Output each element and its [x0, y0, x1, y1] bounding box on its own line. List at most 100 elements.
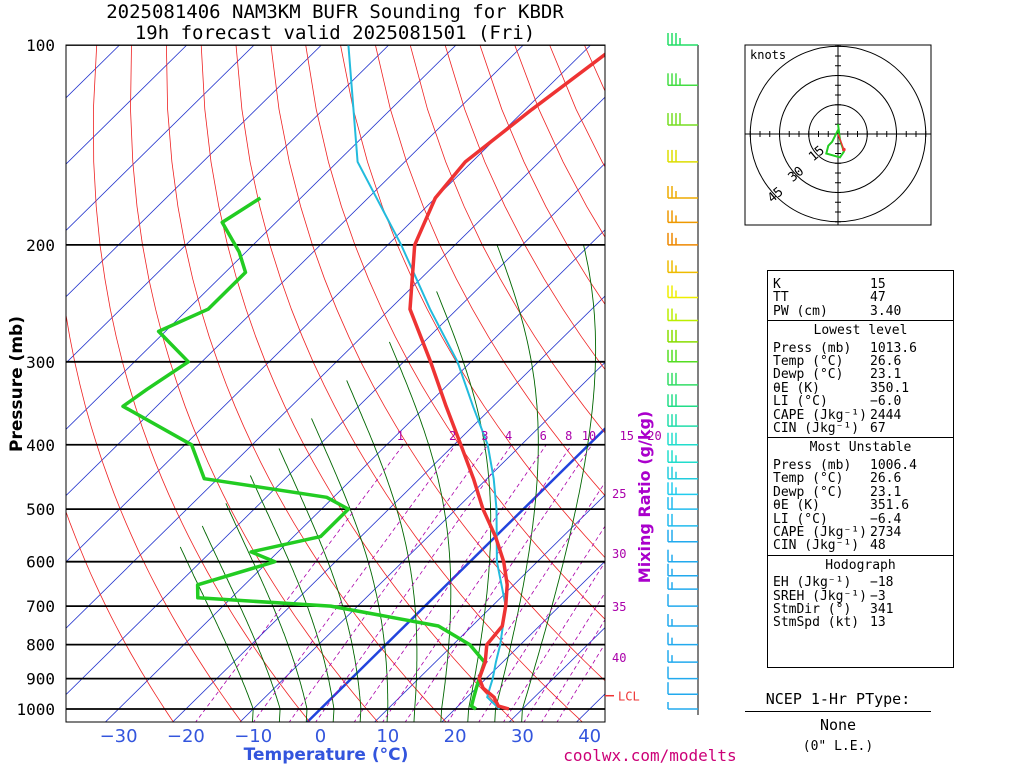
- index-label: Press (mb): [773, 457, 852, 473]
- y-axis-label: Pressure (mb): [7, 316, 27, 452]
- wind-barb: [667, 702, 698, 710]
- mixing-ratio-label: 4: [505, 429, 512, 443]
- index-value: 2444: [870, 407, 902, 423]
- indices-panel: K 15 TT 47 PW (cm) 3.40 Lowest level Press (m…: [767, 270, 954, 668]
- dry-adiabat-line: [66, 312, 242, 722]
- wind-barb: [667, 577, 698, 590]
- mixing-ratio-side-label: 40: [612, 651, 626, 665]
- mixing-ratio-side-label: 30: [612, 547, 626, 561]
- storm-motion-vector: [837, 133, 845, 150]
- index-row: Dewp (°C) 23.1: [768, 485, 953, 499]
- dry-adiabat-line: [92, 45, 311, 722]
- index-value: 341: [870, 601, 894, 617]
- isotherm-line: [66, 45, 457, 430]
- pressure-tick-label: 600: [26, 553, 55, 572]
- moist-adiabat-line: [225, 503, 308, 722]
- dry-adiabat-line: [305, 45, 605, 620]
- moist-adiabat-line: [311, 418, 389, 722]
- index-value: −6.0: [870, 394, 902, 410]
- pressure-tick-label: 400: [26, 436, 55, 455]
- pressure-tick-label: 900: [26, 670, 55, 689]
- index-value: 67: [870, 421, 886, 437]
- index-row: PW (cm) 3.40: [768, 304, 953, 318]
- dry-adiabat-line: [444, 45, 605, 371]
- wind-barb: [667, 73, 698, 87]
- wind-barb: [667, 285, 698, 299]
- index-row: EH (Jkg⁻¹) −18: [768, 575, 953, 591]
- isotherm-line: [374, 494, 605, 722]
- index-row: CIN (Jkg⁻¹) 48: [768, 539, 953, 553]
- mixing-ratio-side-label: 35: [612, 600, 626, 614]
- dry-adiabat-line: [130, 45, 379, 722]
- dry-adiabat-line: [235, 45, 583, 722]
- mixing-ratio-line: [195, 444, 404, 722]
- index-value: 13: [870, 615, 886, 631]
- moist-adiabat-line: [521, 244, 597, 722]
- isotherm-line: [66, 45, 255, 231]
- index-row: θE (K) 351.6: [768, 498, 953, 514]
- index-row: CAPE (Jkg⁻¹) 2734: [768, 525, 953, 539]
- mixing-ratio-label: 10: [582, 429, 596, 443]
- x-axis-label: Temperature (°C): [244, 745, 409, 765]
- dry-adiabat-line: [166, 45, 447, 722]
- isotherm-line: [305, 426, 605, 722]
- index-label: Temp (°C): [773, 471, 844, 487]
- temperature-tick-label: 10: [376, 726, 399, 747]
- wind-barb: [667, 113, 698, 126]
- lowest-level-section: Lowest level Press (mb) 1013.6 Temp (°C) 26…: [768, 320, 953, 437]
- pressure-tick-label: 800: [26, 636, 55, 655]
- wind-barb: [667, 497, 698, 510]
- indices-top-section: K 15 TT 47 PW (cm) 3.40: [768, 271, 953, 320]
- temperature-tick-label: 0: [315, 726, 326, 747]
- index-value: 26.6: [870, 471, 902, 487]
- wind-barb: [667, 186, 698, 199]
- mixing-ratio-label: 6: [540, 429, 547, 443]
- isotherm-line: [66, 45, 188, 165]
- index-row: LI (°C) −6.0: [768, 394, 953, 410]
- temperature-tick-label: −10: [234, 726, 272, 747]
- isotherm-line: [66, 162, 605, 696]
- dewpoint-trace: [121, 196, 487, 711]
- mixing-ratio-line: [353, 444, 547, 722]
- index-value: −6.4: [870, 511, 902, 527]
- temperature-tick-label: 20: [444, 726, 467, 747]
- index-label: StmDir (°): [773, 601, 852, 617]
- wind-barb: [667, 372, 698, 386]
- moist-adiabat-line: [179, 546, 254, 722]
- index-value: 351.6: [870, 498, 910, 514]
- index-value: 1006.4: [870, 457, 917, 473]
- index-row: CAPE (Jkg⁻¹) 2444: [768, 407, 953, 423]
- temperature-tick-label: −30: [100, 726, 138, 747]
- index-value: −18: [870, 575, 894, 591]
- temperature-trace: [408, 52, 605, 711]
- index-value: 47: [870, 290, 886, 306]
- isotherm-line: [66, 45, 591, 563]
- hodograph-units-label: knots: [750, 48, 786, 62]
- parcel-trace: [347, 45, 507, 710]
- pressure-tick-label: 500: [26, 500, 55, 519]
- index-label: θE (K): [773, 498, 820, 514]
- index-label: EH (Jkg⁻¹): [773, 575, 852, 591]
- index-row: Temp (°C) 26.6: [768, 354, 953, 370]
- index-value: 26.6: [870, 354, 902, 370]
- index-label: θE (K): [773, 380, 820, 396]
- wind-barb: [667, 513, 698, 527]
- wind-barb: [667, 450, 698, 464]
- isotherm-line: [66, 45, 390, 364]
- wind-barb: [667, 549, 698, 563]
- mixing-ratio-line: [315, 444, 512, 722]
- mixing-ratio-line: [503, 561, 605, 722]
- mixing-ratio-label: 8: [565, 429, 572, 443]
- wind-barb: [667, 666, 698, 680]
- index-label: StmSpd (kt): [773, 615, 860, 631]
- temperature-tick-label: 40: [578, 726, 601, 747]
- index-value: 350.1: [870, 380, 910, 396]
- index-row: Temp (°C) 26.6: [768, 471, 953, 487]
- dry-adiabat-line: [340, 45, 605, 559]
- mixing-ratio-side-label: 25: [612, 487, 626, 501]
- mixing-ratio-label: 2: [449, 429, 456, 443]
- index-label: SREH (Jkg⁻¹): [773, 588, 867, 604]
- wind-barb: [667, 432, 698, 446]
- temperature-tick-label: −20: [167, 726, 205, 747]
- mixing-ratio-line: [288, 444, 489, 722]
